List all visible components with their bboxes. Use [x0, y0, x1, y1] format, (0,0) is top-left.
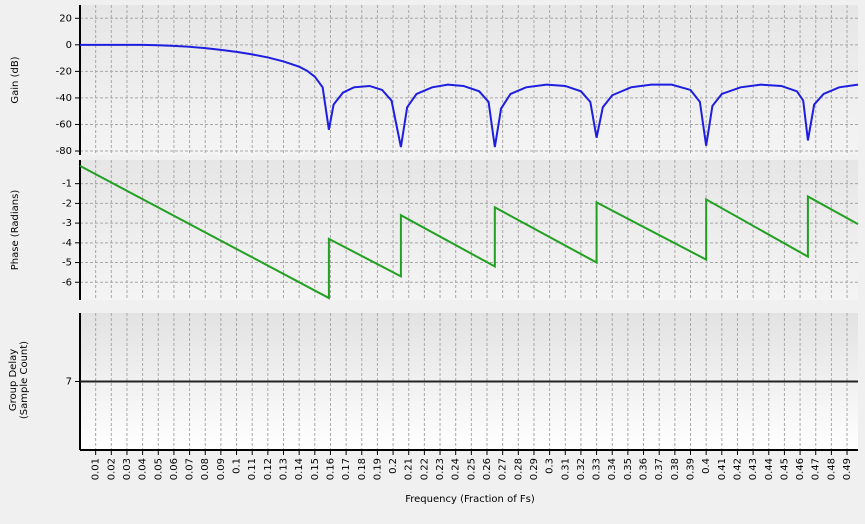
x-tick-label: 0.22	[419, 458, 430, 480]
x-tick-label: 0.19	[372, 458, 383, 480]
y-tick-label: 20	[59, 13, 72, 24]
grid-layer: 0.01 0.02 0.03 0.04 0.05 0.06 0.07 0.08 0.09 0.1 0…	[8, 5, 858, 480]
y-axis-label: Group Delay	[8, 349, 19, 411]
x-tick-label: 0.09	[216, 458, 227, 480]
x-tick-label: 0.43	[748, 458, 759, 480]
x-tick-label: 0.35	[623, 458, 634, 480]
y-tick-label: -60	[56, 119, 72, 130]
x-tick-label: 0.37	[654, 458, 665, 480]
x-tick-label: 0.24	[451, 458, 462, 480]
plot-bg	[80, 5, 858, 155]
y-tick-label: -20	[56, 66, 72, 77]
x-tick-label: 0.03	[122, 458, 133, 480]
x-tick-label: 0.18	[357, 458, 368, 480]
y-tick-label: -1	[62, 179, 72, 190]
x-tick-label: 0.42	[732, 458, 743, 480]
x-tick-label: 0.29	[529, 458, 540, 480]
x-tick-label: 0.08	[200, 458, 211, 480]
x-tick-label: 0.31	[560, 458, 571, 480]
x-tick-label: 0.36	[639, 458, 650, 480]
series-line	[79, 165, 859, 300]
x-tick-label: 0.25	[466, 458, 477, 480]
x-tick-label: 0.27	[498, 458, 509, 480]
x-tick-label: 0.48	[826, 458, 837, 480]
x-tick-label: 0.17	[341, 458, 352, 480]
x-tick-label: 0.32	[576, 458, 587, 480]
x-tick-label: 0.33	[592, 458, 603, 480]
y-tick-label: -80	[56, 146, 72, 157]
x-tick-label: 0.01	[91, 458, 102, 480]
x-tick-label: 0.46	[795, 458, 806, 480]
x-tick-label: 0.11	[247, 458, 258, 480]
y-axis-label: Phase (Radians)	[10, 190, 21, 271]
x-tick-label: 0.39	[686, 458, 697, 480]
x-axis-label: Frequency (Fraction of Fs)	[405, 494, 535, 505]
x-tick-label: 0.13	[279, 458, 290, 480]
y-axis-label: (Sample Count)	[19, 341, 30, 419]
x-tick-label: 0.38	[670, 458, 681, 480]
y-tick-label: -40	[56, 93, 72, 104]
x-tick-label: 0.16	[325, 458, 336, 480]
x-tick-label: 0.06	[169, 458, 180, 480]
x-tick-label: 0.14	[294, 458, 305, 480]
y-tick-label: -6	[62, 277, 72, 288]
x-tick-label: 0.3	[545, 458, 556, 474]
x-tick-label: 0.02	[106, 458, 117, 480]
y-tick-label: 0	[66, 40, 72, 51]
x-tick-label: 0.07	[185, 458, 196, 480]
y-tick-label: -5	[62, 258, 72, 269]
y-axis-label: Gain (dB)	[10, 56, 21, 103]
y-tick-label: -4	[62, 238, 72, 249]
x-tick-label: 0.34	[607, 458, 618, 480]
x-tick-label: 0.41	[717, 458, 728, 480]
x-tick-label: 0.28	[513, 458, 524, 480]
x-tick-label: 0.47	[811, 458, 822, 480]
x-tick-label: 0.04	[138, 458, 149, 480]
x-tick-label: 0.05	[153, 458, 164, 480]
x-tick-label: 0.21	[404, 458, 415, 480]
y-tick-label: 7	[66, 377, 72, 388]
y-tick-label: -2	[62, 198, 72, 209]
x-tick-label: 0.4	[701, 458, 712, 474]
x-tick-label: 0.15	[310, 458, 321, 480]
x-tick-label: 0.1	[232, 458, 243, 474]
mark-layer	[79, 43, 859, 383]
plot-bg	[80, 160, 858, 300]
x-tick-label: 0.23	[435, 458, 446, 480]
x-tick-label: 0.12	[263, 458, 274, 480]
x-tick-label: 0.26	[482, 458, 493, 480]
x-tick-label: 0.49	[842, 458, 853, 480]
x-tick-label: 0.45	[779, 458, 790, 480]
series-line	[80, 43, 859, 148]
x-tick-label: 0.2	[388, 458, 399, 474]
y-tick-label: -3	[62, 218, 72, 229]
x-tick-label: 0.44	[764, 458, 775, 480]
